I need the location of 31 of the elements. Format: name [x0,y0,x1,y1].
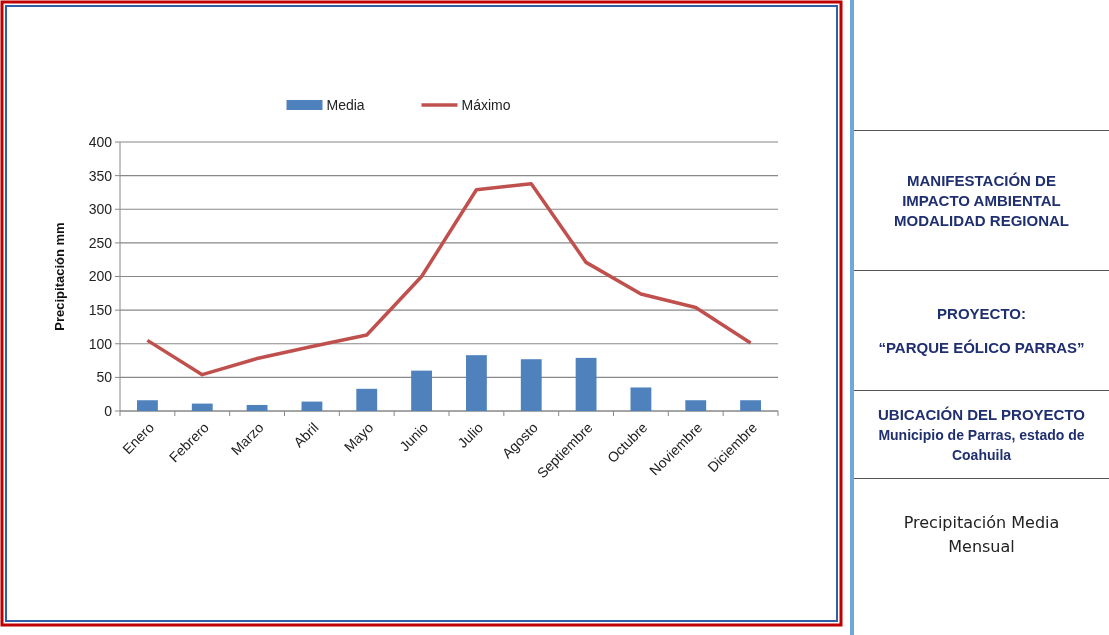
y-tick-label: 250 [88,234,113,251]
bar [411,370,432,411]
y-tick-label: 300 [88,201,113,218]
y-axis-title: Precipitación mm [52,222,67,331]
text: PROYECTO: [936,303,1027,324]
y-tick-label: 150 [88,302,113,319]
bar [137,400,158,411]
text: UBICACIÓN DEL PROYECTO [877,404,1086,425]
y-tick-label: 50 [96,369,113,386]
bar [685,400,707,411]
text: “PARQUE EÓLICO PARRAS” [877,337,1086,358]
bar [191,403,213,411]
text: Municipio de Parras, estado de Coahuila [877,425,1086,465]
text: Precipitación Media Mensual [902,512,1061,558]
line-series [145,181,753,377]
legend-label: Máximo [461,96,511,113]
legend-label: Media [326,96,365,113]
bar [520,359,542,411]
y-tick-label: 400 [88,133,113,150]
y-tick-label: 100 [88,335,113,352]
y-tick-label: 350 [88,167,113,184]
y-tick-label: 0 [104,402,113,419]
bar [246,404,268,411]
bar [466,355,487,411]
bar [575,357,597,411]
text: MANIFESTACIÓN DE IMPACTO AMBIENTAL MODALIDAD REGIONAL [893,170,1070,231]
bar [630,387,652,411]
bar [356,388,378,411]
y-tick-label: 200 [88,268,113,285]
bar [301,401,323,411]
bar [740,400,761,411]
